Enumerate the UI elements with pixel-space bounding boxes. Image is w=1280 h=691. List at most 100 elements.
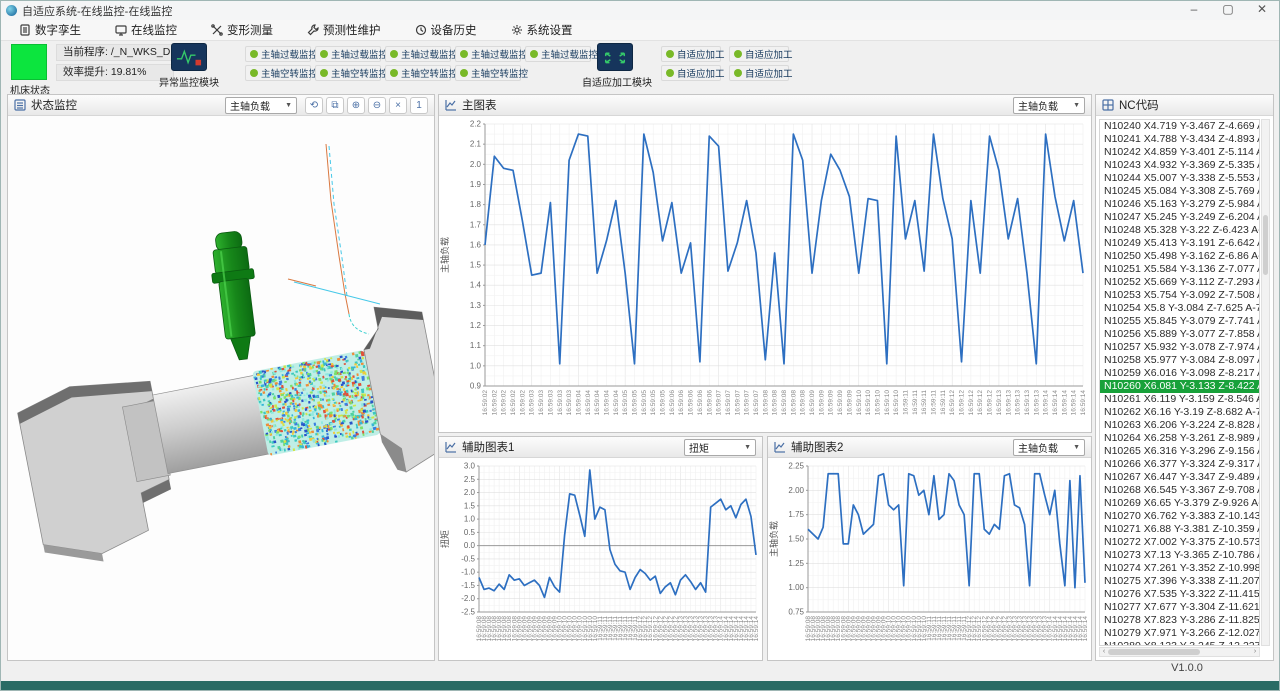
- svg-text:16:59:13: 16:59:13: [1024, 390, 1031, 416]
- nc-line[interactable]: N10264 X6.258 Y-3.261 Z-8.989 A-72.072: [1100, 432, 1259, 445]
- spindle-idle-monitor-button[interactable]: 主轴空转监控: [245, 65, 311, 81]
- nc-line[interactable]: N10262 X6.16 Y-3.19 Z-8.682 A-72.534 C: [1100, 406, 1259, 419]
- spindle-overload-monitor-button[interactable]: 主轴过载监控: [315, 46, 381, 62]
- svg-text:1.0: 1.0: [470, 361, 482, 370]
- nc-line[interactable]: N10280 X8.123 Y-3.245 Z-12.227 A-62.23: [1100, 640, 1259, 646]
- aux-chart2-header: 辅助图表2 主轴负载▼: [768, 437, 1091, 458]
- maximize-button[interactable]: ▢: [1211, 1, 1245, 20]
- svg-text:1.8: 1.8: [470, 200, 482, 209]
- zoom-out-icon[interactable]: ⊖: [368, 97, 386, 114]
- anomaly-module-icon: [171, 43, 207, 71]
- nc-line[interactable]: N10250 X5.498 Y-3.162 Z-6.86 A-74.178 C: [1100, 250, 1259, 263]
- fit-view-icon[interactable]: ×: [389, 97, 407, 114]
- nc-line[interactable]: N10241 X4.788 Y-3.434 Z-4.893 A-76.062: [1100, 133, 1259, 146]
- spindle-overload-monitor-button[interactable]: 主轴过载监控: [385, 46, 451, 62]
- close-button[interactable]: ✕: [1245, 1, 1279, 20]
- spindle-idle-monitor-button[interactable]: 主轴空转监控: [315, 65, 381, 81]
- adaptive-machining-button[interactable]: 自适应加工: [729, 65, 789, 81]
- view-metric-select[interactable]: 主轴负载▼: [225, 97, 297, 114]
- spindle-overload-monitor-button[interactable]: 主轴过载监控: [525, 46, 591, 62]
- nc-line[interactable]: N10265 X6.316 Y-3.296 Z-9.156 A-71.771: [1100, 445, 1259, 458]
- nc-line[interactable]: N10242 X4.859 Y-3.401 Z-5.114 A-75.775: [1100, 146, 1259, 159]
- minimize-button[interactable]: –: [1177, 1, 1211, 20]
- zoom-in-icon[interactable]: ⊕: [347, 97, 365, 114]
- nc-line[interactable]: N10279 X7.971 Y-3.266 Z-12.027 A-62.98: [1100, 627, 1259, 640]
- aux-chart2[interactable]: 0.751.001.251.501.752.002.2516:59:0816:5…: [768, 458, 1091, 660]
- svg-text:1.1: 1.1: [470, 341, 482, 350]
- nc-line[interactable]: N10274 X7.261 Y-3.352 Z-10.998 A-66.67: [1100, 562, 1259, 575]
- machine-status-indicator: [11, 44, 47, 80]
- svg-text:16:59:14: 16:59:14: [1052, 390, 1059, 416]
- scroll-right-arrow[interactable]: ›: [1251, 648, 1259, 656]
- scroll-left-arrow[interactable]: ‹: [1100, 648, 1108, 656]
- adaptive-machining-button[interactable]: 自适应加工: [661, 65, 721, 81]
- aux-chart1[interactable]: -2.5-2.0-1.5-1.0-0.50.00.51.01.52.02.53.…: [439, 458, 762, 660]
- orbit-icon[interactable]: ⟲: [305, 97, 323, 114]
- menu-bar: 数字孪生 在线监控 变形测量 预测性维护 设备历史 系统设置: [1, 20, 1279, 41]
- nc-vertical-scrollbar[interactable]: [1261, 119, 1270, 646]
- main-chart-metric-select[interactable]: 主轴负载▼: [1013, 97, 1085, 114]
- nc-line[interactable]: N10254 X5.8 Y-3.084 Z-7.625 A-73.571 C: [1100, 302, 1259, 315]
- export-view-icon[interactable]: ⧉: [326, 97, 344, 114]
- aux-chart1-metric-select[interactable]: 扭矩▼: [684, 439, 756, 456]
- nc-line[interactable]: N10256 X5.889 Y-3.077 Z-7.858 A-73.348: [1100, 328, 1259, 341]
- adaptive-machining-button[interactable]: 自适应加工: [729, 46, 789, 62]
- nc-line[interactable]: N10268 X6.545 Y-3.367 Z-9.708 A-70.519: [1100, 484, 1259, 497]
- nc-line[interactable]: N10243 X4.932 Y-3.369 Z-5.335 A-75.523: [1100, 159, 1259, 172]
- status-dot-green: [734, 69, 742, 77]
- title-bar: 自适应系统-在线监控-在线监控 – ▢ ✕: [1, 1, 1279, 20]
- spindle-idle-monitor-button[interactable]: 主轴空转监控: [385, 65, 451, 81]
- nc-line[interactable]: N10258 X5.977 Y-3.084 Z-8.097 A-73.138: [1100, 354, 1259, 367]
- zoom-scale-label[interactable]: 1: [410, 97, 428, 114]
- nc-line[interactable]: N10255 X5.845 Y-3.079 Z-7.741 A-73.458: [1100, 315, 1259, 328]
- nc-horizontal-scrollbar[interactable]: ‹ ›: [1099, 647, 1260, 657]
- nc-line[interactable]: N10277 X7.677 Y-3.304 Z-11.621 A-64.48: [1100, 601, 1259, 614]
- status-row: 机床状态 当前程序: /_N_WKS_DIR... 效率提升: 19.81% 异…: [1, 41, 1279, 93]
- menu-predictive-maintenance[interactable]: 预测性维护: [299, 20, 389, 40]
- status-dot-green: [320, 69, 328, 77]
- spindle-idle-monitor-button[interactable]: 主轴空转监控: [455, 65, 521, 81]
- nc-line[interactable]: N10272 X7.002 Y-3.375 Z-10.573 A-68.05: [1100, 536, 1259, 549]
- nc-line[interactable]: N10266 X6.377 Y-3.324 Z-9.317 A-71.443: [1100, 458, 1259, 471]
- adaptive-machining-button[interactable]: 自适应加工: [661, 46, 721, 62]
- status-dot-green: [250, 69, 258, 77]
- nc-line[interactable]: N10259 X6.016 Y-3.098 Z-8.217 A-73.036: [1100, 367, 1259, 380]
- 3d-viewport[interactable]: [8, 116, 434, 660]
- svg-text:-2.5: -2.5: [461, 608, 475, 617]
- spindle-overload-monitor-button[interactable]: 主轴过载监控: [245, 46, 311, 62]
- nc-line[interactable]: N10261 X6.119 Y-3.159 Z-8.546 A-72.701: [1100, 393, 1259, 406]
- menu-system-settings[interactable]: 系统设置: [503, 20, 581, 40]
- nc-line[interactable]: N10263 X6.206 Y-3.224 Z-8.828 A-72.33 C: [1100, 419, 1259, 432]
- nc-line[interactable]: N10248 X5.328 Y-3.22 Z-6.423 A-74.52 C: [1100, 224, 1259, 237]
- nc-line[interactable]: N10253 X5.754 Y-3.092 Z-7.508 A-73.677: [1100, 289, 1259, 302]
- nc-line-current[interactable]: N10260 X6.081 Y-3.133 Z-8.422 A-72.835: [1100, 380, 1259, 393]
- nc-line[interactable]: N10244 X5.007 Y-3.338 Z-5.553 A-75.297: [1100, 172, 1259, 185]
- nc-line[interactable]: N10271 X6.88 Y-3.381 Z-10.359 A-68.711: [1100, 523, 1259, 536]
- nc-line[interactable]: N10275 X7.396 Y-3.338 Z-11.207 A-65.95: [1100, 575, 1259, 588]
- nc-line[interactable]: N10270 X6.762 Y-3.383 Z-10.143 A-69.34: [1100, 510, 1259, 523]
- scrollbar-thumb[interactable]: [1108, 649, 1200, 655]
- nc-code-list[interactable]: N10240 X4.719 Y-3.467 Z-4.669 A-76.396N1…: [1099, 119, 1260, 646]
- svg-text:16:59:11: 16:59:11: [902, 390, 909, 415]
- menu-deformation[interactable]: 变形测量: [203, 20, 281, 40]
- main-chart[interactable]: 0.91.01.11.21.31.41.51.61.71.81.92.02.12…: [439, 116, 1091, 432]
- aux-chart2-metric-select[interactable]: 主轴负载▼: [1013, 439, 1085, 456]
- menu-digital-twin[interactable]: 数字孪生: [11, 20, 89, 40]
- nc-line[interactable]: N10267 X6.447 Y-3.347 Z-9.489 A-71.055: [1100, 471, 1259, 484]
- spindle-overload-monitor-button[interactable]: 主轴过载监控: [455, 46, 521, 62]
- nc-line[interactable]: N10257 X5.932 Y-3.078 Z-7.974 A-73.243: [1100, 341, 1259, 354]
- nc-line[interactable]: N10246 X5.163 Y-3.279 Z-5.984 A-74.892: [1100, 198, 1259, 211]
- menu-online-monitor[interactable]: 在线监控: [107, 20, 185, 40]
- nc-line[interactable]: N10273 X7.13 Y-3.365 Z-10.786 A-67.372: [1100, 549, 1259, 562]
- nc-line[interactable]: N10252 X5.669 Y-3.112 Z-7.293 A-73.844: [1100, 276, 1259, 289]
- nc-line[interactable]: N10269 X6.65 Y-3.379 Z-9.926 A-69.947 C: [1100, 497, 1259, 510]
- menu-device-history[interactable]: 设备历史: [407, 20, 485, 40]
- nc-line[interactable]: N10245 X5.084 Y-3.308 Z-5.769 A-75.088: [1100, 185, 1259, 198]
- nc-line[interactable]: N10240 X4.719 Y-3.467 Z-4.669 A-76.396: [1100, 120, 1259, 133]
- nc-line[interactable]: N10276 X7.535 Y-3.322 Z-11.415 A-65.22: [1100, 588, 1259, 601]
- nc-line[interactable]: N10278 X7.823 Y-3.286 Z-11.825 A-63.73: [1100, 614, 1259, 627]
- nc-line[interactable]: N10251 X5.584 Y-3.136 Z-7.077 A-74.012: [1100, 263, 1259, 276]
- nc-line[interactable]: N10247 X5.245 Y-3.249 Z-6.204 A-74.701: [1100, 211, 1259, 224]
- scrollbar-thumb[interactable]: [1263, 215, 1268, 275]
- nc-line[interactable]: N10249 X5.413 Y-3.191 Z-6.642 A-74.346: [1100, 237, 1259, 250]
